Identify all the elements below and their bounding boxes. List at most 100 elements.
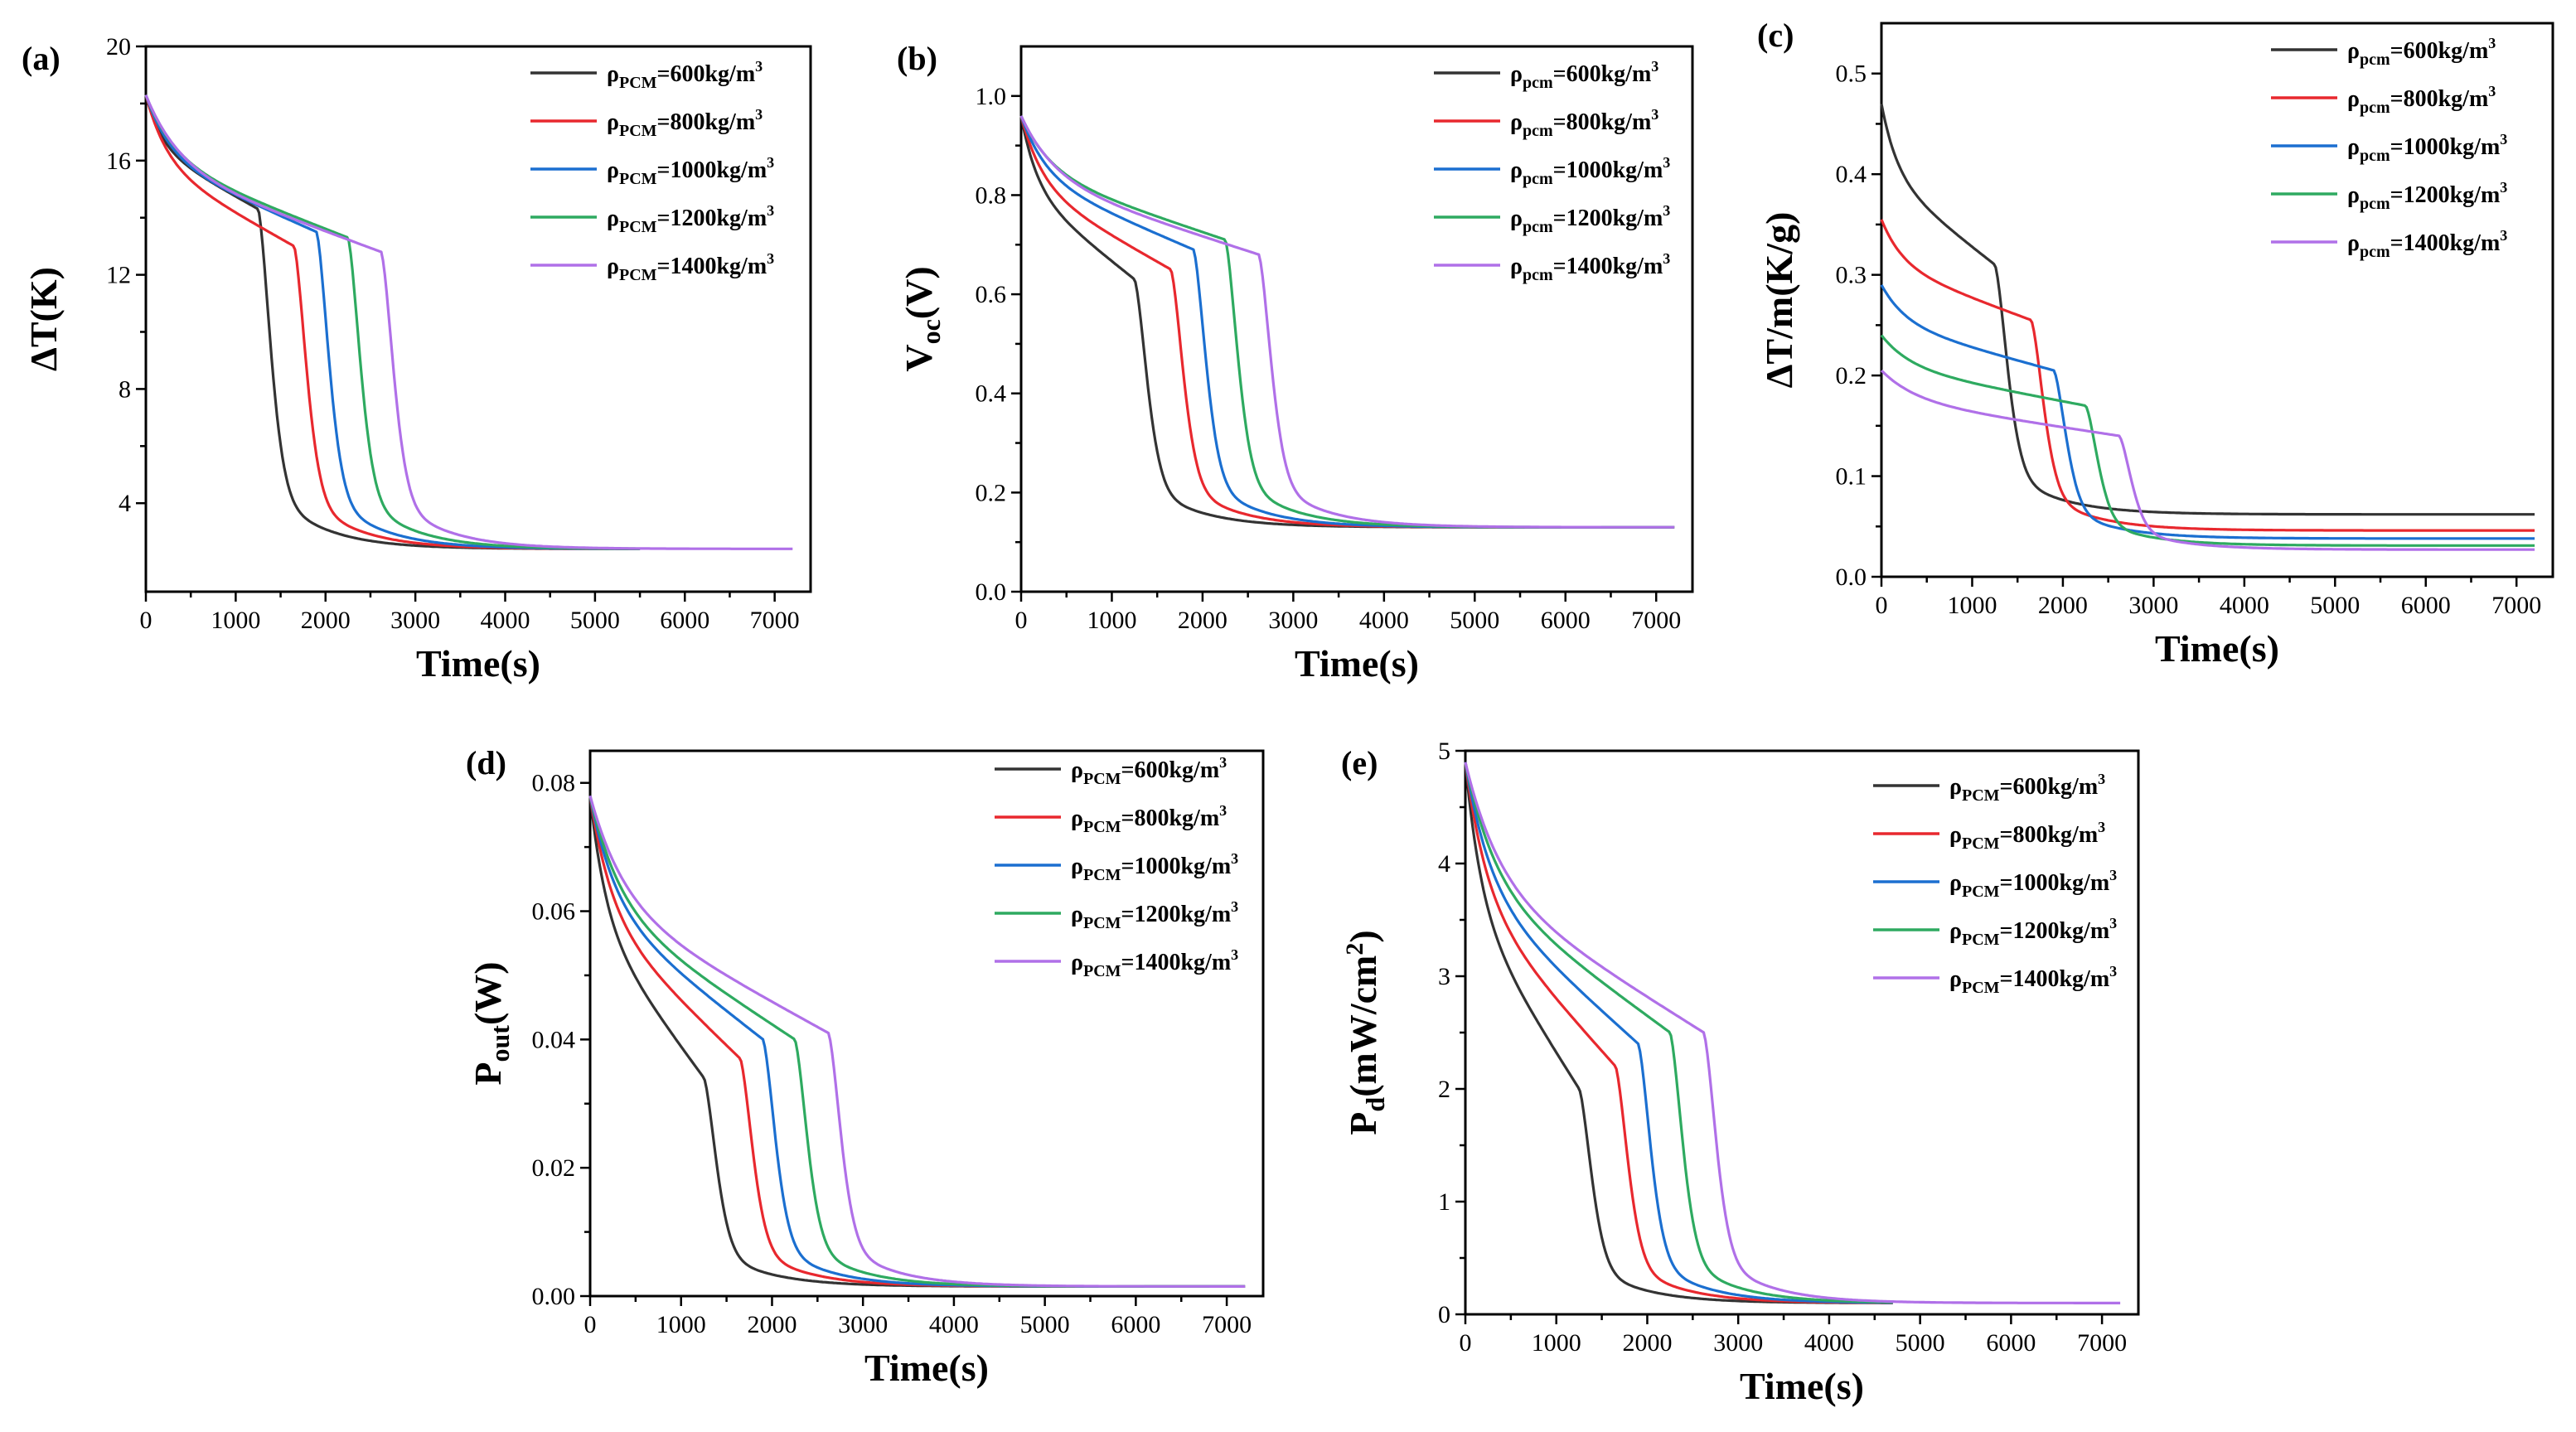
x-tick-label: 3000 <box>1268 607 1318 634</box>
legend-label: ρpcm=800kg/m3 <box>2347 83 2496 117</box>
x-tick-label: 6000 <box>2401 592 2451 619</box>
series-line-800 <box>144 94 641 550</box>
y-tick-label: 0.00 <box>532 1283 576 1310</box>
panel-label: (d) <box>466 744 506 781</box>
x-tick-label: 7000 <box>750 607 800 634</box>
legend-label: ρPCM=800kg/m3 <box>1071 802 1227 836</box>
x-tick-label: 4000 <box>1359 607 1409 634</box>
y-tick-label: 0 <box>1438 1301 1450 1328</box>
legend-label: ρpcm=600kg/m3 <box>2347 35 2496 69</box>
y-axis-title: ΔT/m(K/g) <box>1758 212 1800 389</box>
plot-frame <box>1880 22 2554 578</box>
y-tick-label: 1 <box>1438 1188 1450 1216</box>
x-tick-label: 5000 <box>1896 1329 1945 1357</box>
legend-label: ρPCM=1200kg/m3 <box>1949 915 2117 949</box>
x-tick-label: 4000 <box>481 607 530 634</box>
x-tick-label: 0 <box>140 607 153 634</box>
series-line-1000 <box>1880 284 2535 540</box>
x-tick-label: 7000 <box>2491 592 2541 619</box>
x-tick-label: 2000 <box>1178 607 1227 634</box>
x-tick-label: 4000 <box>1804 1329 1854 1357</box>
x-tick-label: 1000 <box>211 607 260 634</box>
legend-label: ρPCM=600kg/m3 <box>1071 754 1227 788</box>
chart-panel-5: 0 1000 2000 3000 4000 5000 6000 7000 0 1 2 3 4 5 ρPCM=… <box>1341 738 2140 1407</box>
x-tick-label: 1000 <box>1947 592 1997 619</box>
series-line-1200 <box>1880 334 2535 547</box>
y-tick-label: 0.6 <box>976 281 1007 308</box>
y-tick-label: 12 <box>106 262 131 289</box>
chart-panel-1: 0 1000 2000 3000 4000 5000 6000 7000 4 8 12 16 20 ρPC… <box>22 33 812 685</box>
x-tick-label: 0 <box>1876 592 1888 619</box>
legend-label: ρPCM=1200kg/m3 <box>1071 898 1238 932</box>
y-tick-label: 0.04 <box>532 1026 576 1053</box>
x-tick-label: 2000 <box>747 1311 797 1338</box>
series-line-1400 <box>588 795 1246 1289</box>
legend-label: ρpcm=600kg/m3 <box>1510 58 1658 92</box>
y-tick-label: 0.02 <box>532 1154 576 1182</box>
series-line-1200 <box>1464 762 1893 1304</box>
y-tick-label: 0.0 <box>1836 564 1867 591</box>
y-tick-label: 16 <box>106 148 131 175</box>
panel-label: (c) <box>1757 17 1794 54</box>
x-tick-label: 3000 <box>2128 592 2178 619</box>
legend-label: ρPCM=1000kg/m3 <box>607 154 774 188</box>
y-axis-title: Pout(W) <box>467 961 515 1085</box>
x-tick-label: 5000 <box>1450 607 1499 634</box>
x-axis-title: Time(s) <box>864 1347 989 1389</box>
legend-label: ρpcm=1000kg/m3 <box>1510 154 1670 188</box>
x-axis-title: Time(s) <box>416 642 540 685</box>
x-tick-label: 5000 <box>1020 1311 1070 1338</box>
legend-label: ρPCM=800kg/m3 <box>607 106 763 140</box>
x-tick-label: 5000 <box>570 607 620 634</box>
y-tick-label: 0.06 <box>532 898 576 926</box>
series-line-800 <box>1464 762 1893 1304</box>
series-line-1400 <box>1464 762 2121 1305</box>
y-tick-label: 4 <box>119 490 131 517</box>
series-line-600 <box>1880 103 2535 516</box>
legend-label: ρPCM=600kg/m3 <box>607 58 763 92</box>
legend-label: ρPCM=1000kg/m3 <box>1071 850 1238 884</box>
legend-label: ρpcm=1400kg/m3 <box>2347 227 2507 261</box>
x-tick-label: 7000 <box>1202 1311 1252 1338</box>
legend-label: ρPCM=1400kg/m3 <box>607 250 774 284</box>
legend-label: ρpcm=1000kg/m3 <box>2347 131 2507 165</box>
panel-label: (e) <box>1341 744 1378 781</box>
chart-panel-2: 0 1000 2000 3000 4000 5000 6000 7000 0.0 0.2 0.4 0.… <box>897 40 1694 685</box>
x-tick-label: 6000 <box>660 607 709 634</box>
y-tick-label: 0.4 <box>976 380 1007 408</box>
x-tick-label: 3000 <box>1713 1329 1763 1357</box>
series-line-600 <box>144 94 641 550</box>
plot-frame <box>144 45 812 593</box>
x-tick-label: 7000 <box>2077 1329 2127 1357</box>
series-line-1000 <box>144 94 641 550</box>
y-tick-label: 2 <box>1438 1076 1450 1103</box>
x-tick-label: 4000 <box>929 1311 979 1338</box>
series-line-1200 <box>144 94 641 550</box>
y-tick-label: 4 <box>1438 850 1450 878</box>
x-tick-label: 0 <box>1460 1329 1472 1357</box>
legend-label: ρpcm=800kg/m3 <box>1510 106 1658 140</box>
x-tick-label: 1000 <box>656 1311 706 1338</box>
y-tick-label: 20 <box>106 33 131 60</box>
chart-panel-3: 0 1000 2000 3000 4000 5000 6000 7000 0.0 0.1 0.2 0.… <box>1757 17 2554 670</box>
series-line-1000 <box>1464 762 1893 1304</box>
y-tick-label: 0.2 <box>1836 362 1867 389</box>
x-tick-label: 1000 <box>1532 1329 1581 1357</box>
series-line-1400 <box>144 94 793 550</box>
series-line-600 <box>1464 762 1893 1304</box>
x-axis-title: Time(s) <box>1295 642 1419 685</box>
y-tick-label: 0.5 <box>1836 60 1867 88</box>
legend-label: ρPCM=1400kg/m3 <box>1949 963 2117 997</box>
y-axis-title: Pd(mW/cm2) <box>1341 930 1390 1134</box>
legend-label: ρpcm=1400kg/m3 <box>1510 250 1670 284</box>
y-tick-label: 0.0 <box>976 578 1007 606</box>
panel-label: (a) <box>22 40 61 77</box>
y-tick-label: 0.08 <box>532 770 576 797</box>
legend-label: ρPCM=600kg/m3 <box>1949 771 2105 805</box>
series-line-800 <box>1880 219 2535 532</box>
y-tick-label: 3 <box>1438 963 1450 990</box>
y-tick-label: 8 <box>119 375 131 403</box>
x-tick-label: 7000 <box>1631 607 1681 634</box>
y-tick-label: 0.4 <box>1836 161 1867 188</box>
x-tick-label: 5000 <box>2310 592 2360 619</box>
